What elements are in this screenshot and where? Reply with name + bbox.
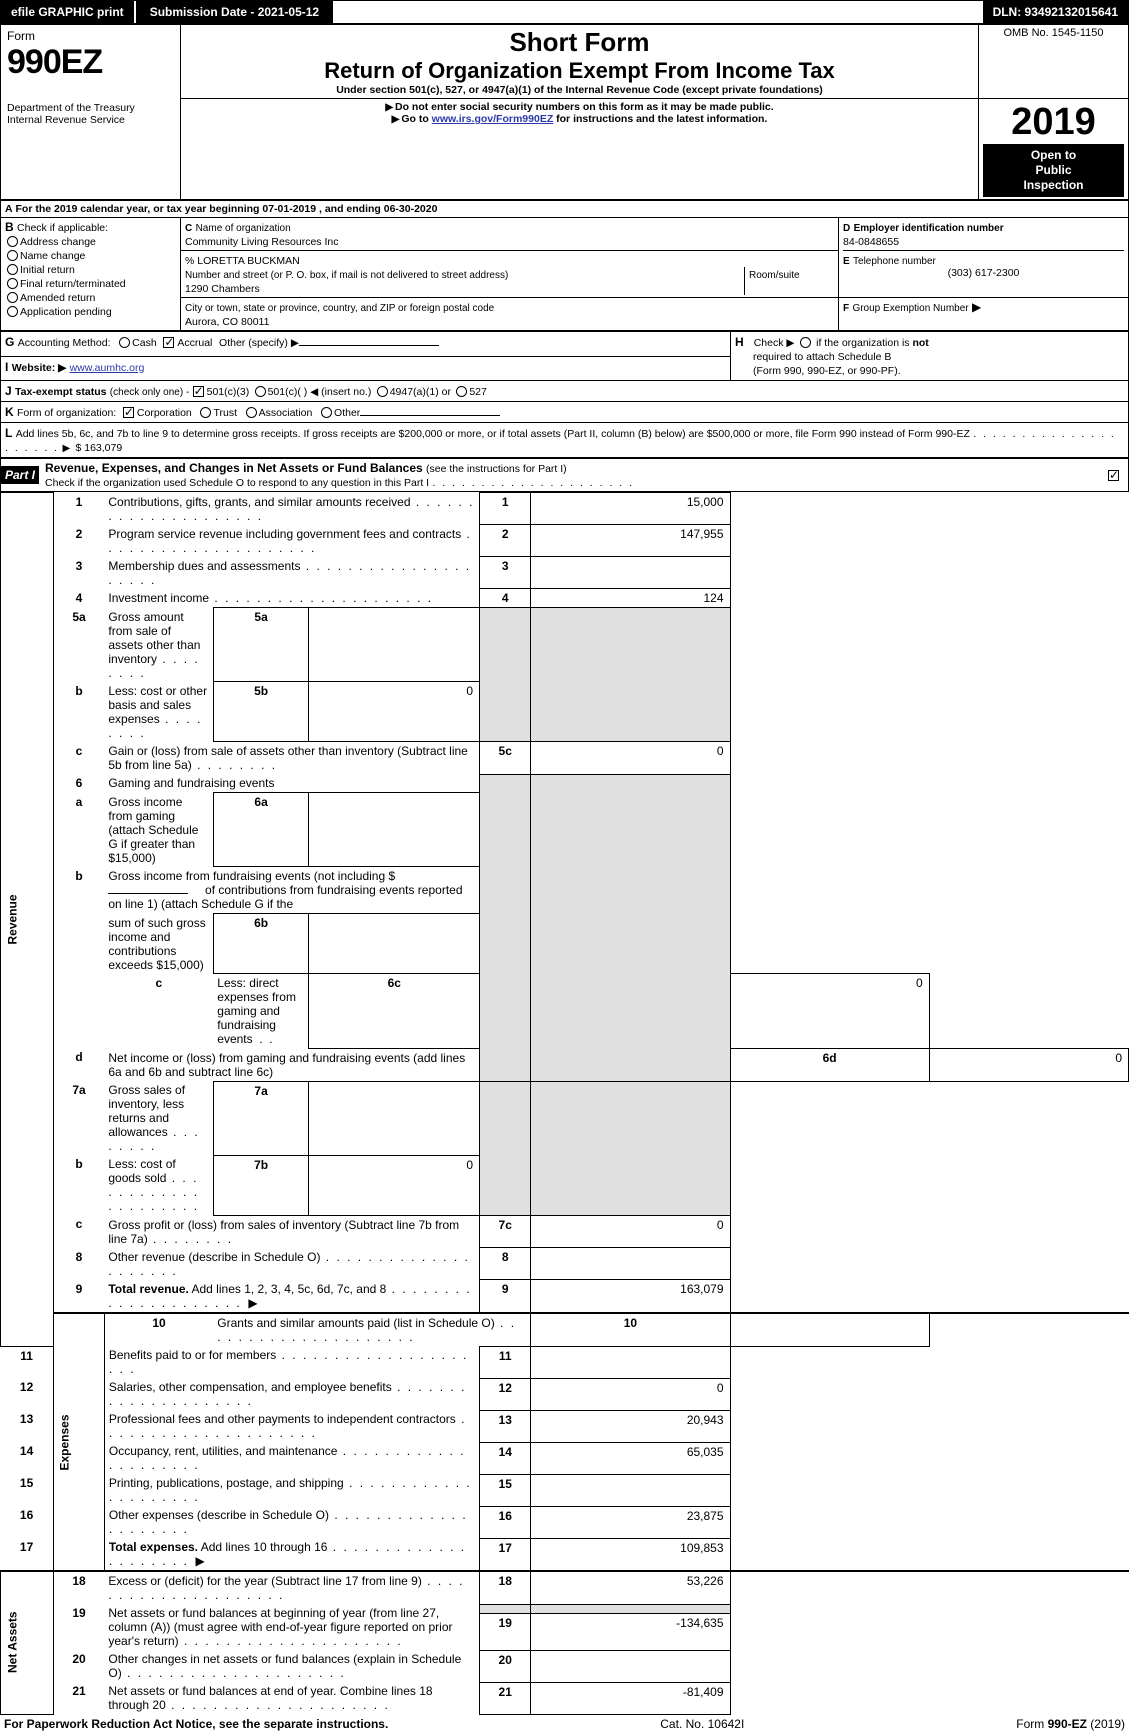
netassets-section-label: Net Assets	[1, 1571, 54, 1714]
line21-amount: -81,409	[531, 1682, 730, 1714]
line6a-amount	[309, 793, 480, 867]
dln: DLN: 93492132015641	[983, 1, 1128, 23]
city-label: City or town, state or province, country…	[185, 303, 494, 314]
irs: Internal Revenue Service	[7, 114, 174, 126]
k-other-radio[interactable]	[321, 407, 332, 418]
c-label: Name of organization	[196, 223, 291, 234]
efile-print-button[interactable]: efile GRAPHIC print	[1, 1, 136, 23]
section-l: L Add lines 5b, 6c, and 7b to line 9 to …	[1, 423, 1129, 458]
cat-no: Cat. No. 10642I	[660, 1717, 744, 1731]
part1-check-note: Check if the organization used Schedule …	[45, 477, 429, 489]
h-radio[interactable]	[800, 337, 811, 348]
part1-label: Part I	[1, 466, 39, 484]
section-k: K Form of organization: Corporation Trus…	[1, 402, 1129, 423]
accrual-checkbox[interactable]	[163, 337, 174, 348]
k-assoc-radio[interactable]	[246, 407, 257, 418]
expenses-section-label: Expenses	[53, 1313, 104, 1572]
topbar: efile GRAPHIC print Submission Date - 20…	[0, 0, 1129, 24]
initial-return-radio[interactable]	[7, 264, 18, 275]
line8-amount	[531, 1248, 730, 1280]
f-arrow: ▶	[972, 300, 981, 314]
d-label: Employer identification number	[854, 223, 1004, 234]
section-i: I Website: ▶ www.aumhc.org	[1, 356, 731, 381]
form-header: Form 990EZ Department of the Treasury In…	[0, 24, 1129, 200]
amended-return-radio[interactable]	[7, 292, 18, 303]
section-b: B Check if applicable: Address change Na…	[1, 218, 181, 331]
revenue-section-label: Revenue	[1, 493, 54, 1347]
address-change-radio[interactable]	[7, 236, 18, 247]
submission-date: Submission Date - 2021-05-12	[136, 1, 333, 23]
city: Aurora, CO 80011	[185, 316, 269, 328]
part1-title: Revenue, Expenses, and Changes in Net As…	[45, 461, 423, 475]
4947-radio[interactable]	[377, 386, 388, 397]
line20-amount	[531, 1650, 730, 1682]
line10-amount	[730, 1313, 929, 1347]
line11-amount	[531, 1346, 730, 1378]
f-label: Group Exemption Number	[852, 303, 968, 314]
paperwork-notice: For Paperwork Reduction Act Notice, see …	[4, 1717, 388, 1731]
return-title: Return of Organization Exempt From Incom…	[187, 58, 972, 84]
section-j: J Tax-exempt status (check only one) - 5…	[1, 381, 1129, 402]
527-radio[interactable]	[456, 386, 467, 397]
tax-year: 2019	[983, 101, 1124, 144]
line7a-amount	[309, 1081, 480, 1155]
line1-amount: 15,000	[531, 493, 730, 525]
line5a-amount	[309, 608, 480, 682]
final-return-radio[interactable]	[7, 278, 18, 289]
line2-amount: 147,955	[531, 525, 730, 557]
line3-amount	[531, 557, 730, 589]
omb-number: OMB No. 1545-1150	[983, 27, 1124, 39]
section-h: H Check ▶ if the organization is not req…	[731, 332, 1129, 381]
name-change-radio[interactable]	[7, 250, 18, 261]
line6b-amount	[309, 914, 480, 974]
line13-amount: 20,943	[531, 1410, 730, 1442]
section-g: G Accounting Method: Cash Accrual Other …	[1, 332, 731, 357]
application-pending-radio[interactable]	[7, 306, 18, 317]
goto-note: Go to www.irs.gov/Form990EZ for instruct…	[187, 113, 972, 125]
part1-schedule-o-checkbox[interactable]	[1108, 470, 1119, 481]
gross-receipts: $ 163,079	[75, 442, 122, 454]
line4-amount: 124	[531, 589, 730, 608]
website-link[interactable]: www.aumhc.org	[70, 362, 145, 374]
ssn-warning: Do not enter social security numbers on …	[187, 101, 972, 113]
501c-radio[interactable]	[255, 386, 266, 397]
care-of: % LORETTA BUCKMAN	[185, 255, 300, 267]
street-label: Number and street (or P. O. box, if mail…	[185, 270, 508, 281]
line18-amount: 53,226	[531, 1571, 730, 1604]
line19-amount: -134,635	[531, 1614, 730, 1650]
footer: For Paperwork Reduction Act Notice, see …	[0, 1715, 1129, 1733]
line14-amount: 65,035	[531, 1442, 730, 1474]
e-label: Telephone number	[853, 256, 936, 267]
street: 1290 Chambers	[185, 283, 260, 295]
part1-table: Revenue 1 Contributions, gifts, grants, …	[0, 492, 1129, 1715]
501c3-checkbox[interactable]	[193, 386, 204, 397]
dept-treasury: Department of the Treasury	[7, 102, 174, 114]
form-number: 990EZ	[7, 43, 174, 82]
short-form-title: Short Form	[187, 27, 972, 58]
line17-amount: 109,853	[531, 1538, 730, 1571]
form-label: Form	[7, 29, 174, 43]
k-trust-radio[interactable]	[200, 407, 211, 418]
room-label: Room/suite	[749, 270, 800, 281]
irs-link[interactable]: www.irs.gov/Form990EZ	[432, 113, 554, 125]
ein: 84-0848655	[843, 236, 899, 248]
k-corp-checkbox[interactable]	[123, 407, 134, 418]
line5c-amount: 0	[531, 742, 730, 775]
line7c-amount: 0	[531, 1215, 730, 1248]
line15-amount	[531, 1474, 730, 1506]
cash-radio[interactable]	[119, 337, 130, 348]
form-ref: Form 990-EZ (2019)	[1016, 1717, 1125, 1731]
line16-amount: 23,875	[531, 1506, 730, 1538]
org-name: Community Living Resources Inc	[185, 236, 338, 248]
line12-amount: 0	[531, 1378, 730, 1410]
subtitle: Under section 501(c), 527, or 4947(a)(1)…	[187, 84, 972, 96]
inspection-box: Open to Public Inspection	[983, 144, 1124, 197]
telephone: (303) 617-2300	[843, 267, 1124, 279]
period-line: A For the 2019 calendar year, or tax yea…	[1, 201, 1129, 218]
line6c-amount: 0	[730, 974, 929, 1049]
line6d-amount: 0	[929, 1048, 1128, 1081]
line7b-amount: 0	[309, 1155, 480, 1215]
line5b-amount: 0	[309, 682, 480, 742]
line9-amount: 163,079	[531, 1280, 730, 1313]
